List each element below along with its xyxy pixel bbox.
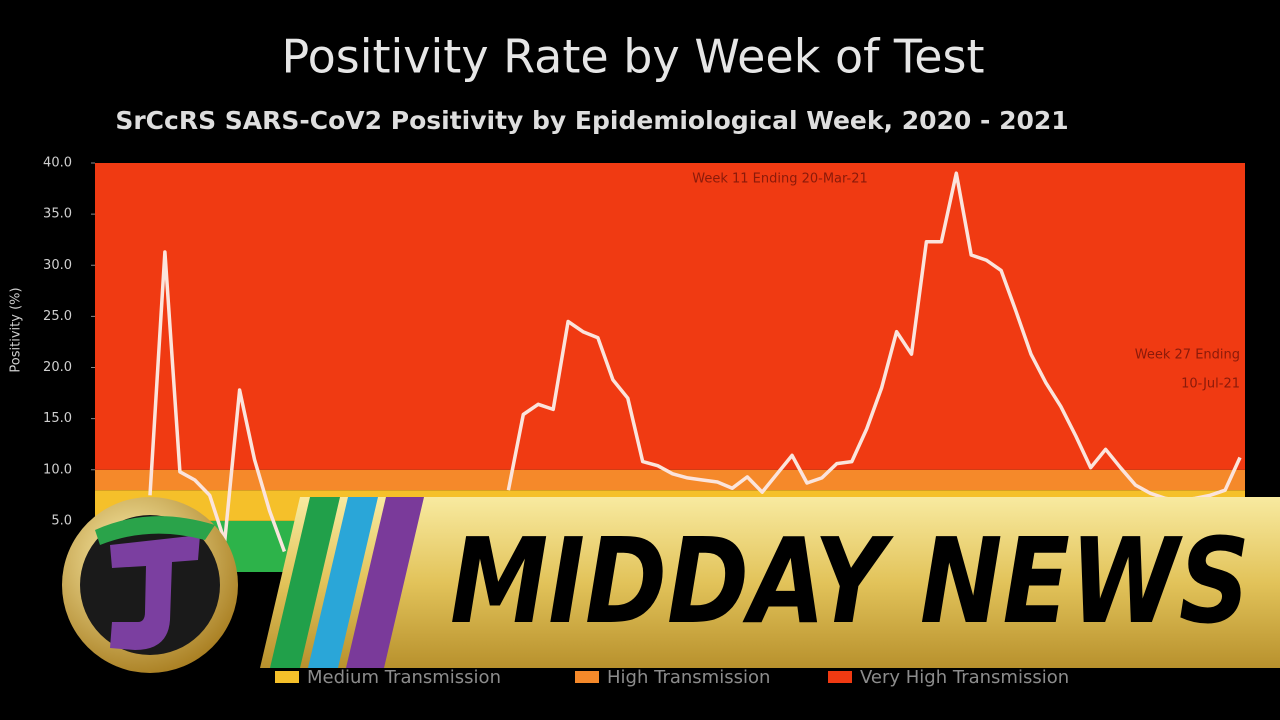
legend-label: High Transmission — [607, 667, 770, 688]
y-tick-label: 40.0 — [43, 156, 72, 171]
y-axis-label: Positivity (%) — [9, 287, 24, 372]
stripe — [346, 497, 424, 668]
annotation: 10-Jul-21 — [1181, 377, 1240, 392]
y-tick-label: 20.0 — [43, 360, 72, 375]
news-banner: MIDDAY NEWS — [62, 497, 1280, 673]
y-tick-label: 5.0 — [51, 513, 72, 528]
annotation: Week 11 Ending 20-Mar-21 — [692, 172, 868, 187]
chart-subtitle: SrCcRS SARS-CoV2 Positivity by Epidemiol… — [115, 106, 1068, 135]
banner-text: MIDDAY NEWS — [450, 512, 1250, 650]
logo-swoosh — [95, 516, 215, 545]
legend-label: Very High Transmission — [860, 667, 1069, 688]
chart-title: Positivity Rate by Week of Test — [281, 30, 984, 84]
y-tick-label: 35.0 — [43, 207, 72, 222]
legend-label: Medium Transmission — [307, 667, 501, 688]
legend-swatch — [275, 671, 299, 683]
legend-swatch — [828, 671, 852, 683]
legend-swatch — [575, 671, 599, 683]
band — [95, 163, 1245, 470]
band — [95, 469, 1245, 491]
stripe — [308, 497, 378, 668]
banner-bar — [260, 497, 1280, 668]
annotation: Week 27 Ending — [1135, 348, 1240, 363]
logo-j — [110, 535, 200, 650]
y-tick-label: 15.0 — [43, 411, 72, 426]
y-tick-label: 10.0 — [43, 462, 72, 477]
line — [148, 171, 1242, 553]
y-tick-label: 30.0 — [43, 258, 72, 273]
y-tick-label: 25.0 — [43, 309, 72, 324]
legend: Medium Transmission High Transmission Very… — [275, 667, 1069, 688]
stripe — [270, 497, 340, 668]
